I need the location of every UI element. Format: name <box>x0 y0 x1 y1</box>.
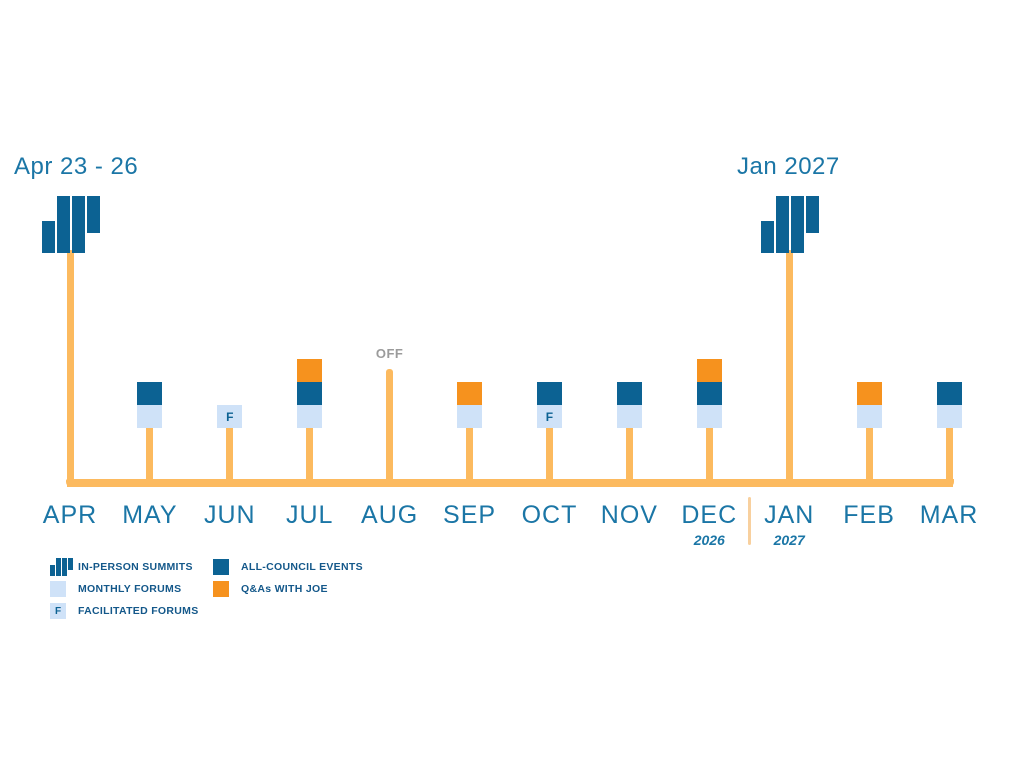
month-label-nov: NOV <box>600 501 658 529</box>
all-council-event-square <box>137 382 163 405</box>
all-council-event-square <box>536 382 562 405</box>
month-label-feb: FEB <box>843 501 895 529</box>
legend-label: Q&As WITH JOE <box>241 583 328 595</box>
month-label-dec: DEC <box>681 501 738 529</box>
legend-item: ALL-COUNCIL EVENTS <box>213 556 363 578</box>
facilitated-letter: F <box>226 409 234 424</box>
summit-bar <box>42 221 55 253</box>
facilitated-forum-square: F <box>217 405 243 428</box>
in-person-summit-icon <box>761 196 820 253</box>
legend-item: F FACILITATED FORUMS <box>50 600 199 622</box>
monthly-forum-square <box>856 405 882 428</box>
facilitated-letter: F <box>54 605 62 617</box>
qa-with-joe-square <box>856 382 882 405</box>
summit-bar <box>57 196 70 253</box>
summit-bar <box>50 565 55 576</box>
event-stack <box>936 382 962 428</box>
monthly-forum-icon <box>50 581 66 597</box>
month-tick <box>945 425 953 487</box>
event-stack <box>297 359 323 428</box>
month-tick <box>146 425 154 487</box>
event-stack <box>616 382 642 428</box>
summit-bar <box>761 221 775 253</box>
month-tick <box>705 425 713 487</box>
month-tick <box>625 425 633 487</box>
summit-icon <box>50 558 74 576</box>
month-label-sep: SEP <box>443 501 497 529</box>
off-label: OFF <box>375 346 404 361</box>
facilitated-letter: F <box>545 409 554 424</box>
month-label-jan: JAN <box>764 501 815 529</box>
month-tick <box>466 425 474 487</box>
legend-label: IN-PERSON SUMMITS <box>78 561 193 573</box>
month-label-aug: AUG <box>361 501 419 529</box>
all-council-icon <box>213 559 237 575</box>
qa-with-joe-square <box>297 359 323 382</box>
all-council-icon <box>213 559 229 575</box>
qa-with-joe-square <box>696 359 722 382</box>
event-stack <box>696 359 722 428</box>
legend-column-2: ALL-COUNCIL EVENTS Q&As WITH JOE <box>213 556 363 600</box>
month-label-mar: MAR <box>919 501 979 529</box>
month-label-oct: OCT <box>521 501 578 529</box>
facilitated-forum-icon: F <box>50 603 66 619</box>
all-council-event-square <box>696 382 722 405</box>
legend-label: MONTHLY FORUMS <box>78 583 182 595</box>
summit-stem <box>66 250 74 487</box>
summit-bar <box>776 196 790 253</box>
month-tick <box>545 425 553 487</box>
all-council-event-square <box>297 382 323 405</box>
month-tick <box>865 425 873 487</box>
event-stack <box>856 382 882 428</box>
legend-item: IN-PERSON SUMMITS <box>50 556 199 578</box>
summit-bar <box>56 558 61 576</box>
qa-icon <box>213 581 229 597</box>
month-label-apr: APR <box>42 501 98 529</box>
summit-stem <box>785 250 793 487</box>
year-label-2026: 2026 <box>693 532 725 548</box>
summit-bar <box>791 196 805 253</box>
summit-bar <box>72 196 85 253</box>
monthly-forum-square <box>936 405 962 428</box>
month-tick <box>306 425 314 487</box>
all-council-event-square <box>616 382 642 405</box>
month-label-jun: JUN <box>204 501 256 529</box>
year-label-2027: 2027 <box>773 532 805 548</box>
summit-icon <box>50 558 73 576</box>
legend-label: FACILITATED FORUMS <box>78 605 199 617</box>
summit-bar <box>87 196 100 233</box>
monthly-forum-square <box>457 405 483 428</box>
monthly-forum-square <box>137 405 163 428</box>
monthly-forum-square <box>696 405 722 428</box>
month-label-jul: JUL <box>285 501 334 529</box>
summit-bar <box>62 558 67 576</box>
event-stack: F <box>217 405 243 428</box>
monthly-forum-square <box>616 405 642 428</box>
month-tick <box>226 425 234 487</box>
qa-with-joe-square <box>457 382 483 405</box>
all-council-event-square <box>936 382 962 405</box>
year-divider-line <box>748 497 751 545</box>
summit-bar <box>68 558 73 570</box>
facilitated-forum-icon: F <box>50 603 74 619</box>
summit-bar <box>806 196 820 233</box>
timeline-axis <box>66 479 954 487</box>
legend-item: Q&As WITH JOE <box>213 578 363 600</box>
legend-column-1: IN-PERSON SUMMITS MONTHLY FORUMS F FACILITA… <box>50 556 199 622</box>
qa-icon <box>213 581 237 597</box>
legend-label: ALL-COUNCIL EVENTS <box>241 561 363 573</box>
facilitated-forum-square: F <box>536 405 562 428</box>
event-stack <box>137 382 163 428</box>
in-person-summit-icon <box>42 196 100 253</box>
monthly-forum-icon <box>50 581 74 597</box>
monthly-forum-square <box>297 405 323 428</box>
legend-item: MONTHLY FORUMS <box>50 578 199 600</box>
month-label-may: MAY <box>122 501 178 529</box>
month-tick <box>386 369 394 487</box>
summit-date-label-april: Apr 23 - 26 <box>14 153 139 180</box>
event-stack: F <box>536 382 562 428</box>
event-stack <box>457 382 483 428</box>
summit-date-label-january: Jan 2027 <box>737 153 840 180</box>
